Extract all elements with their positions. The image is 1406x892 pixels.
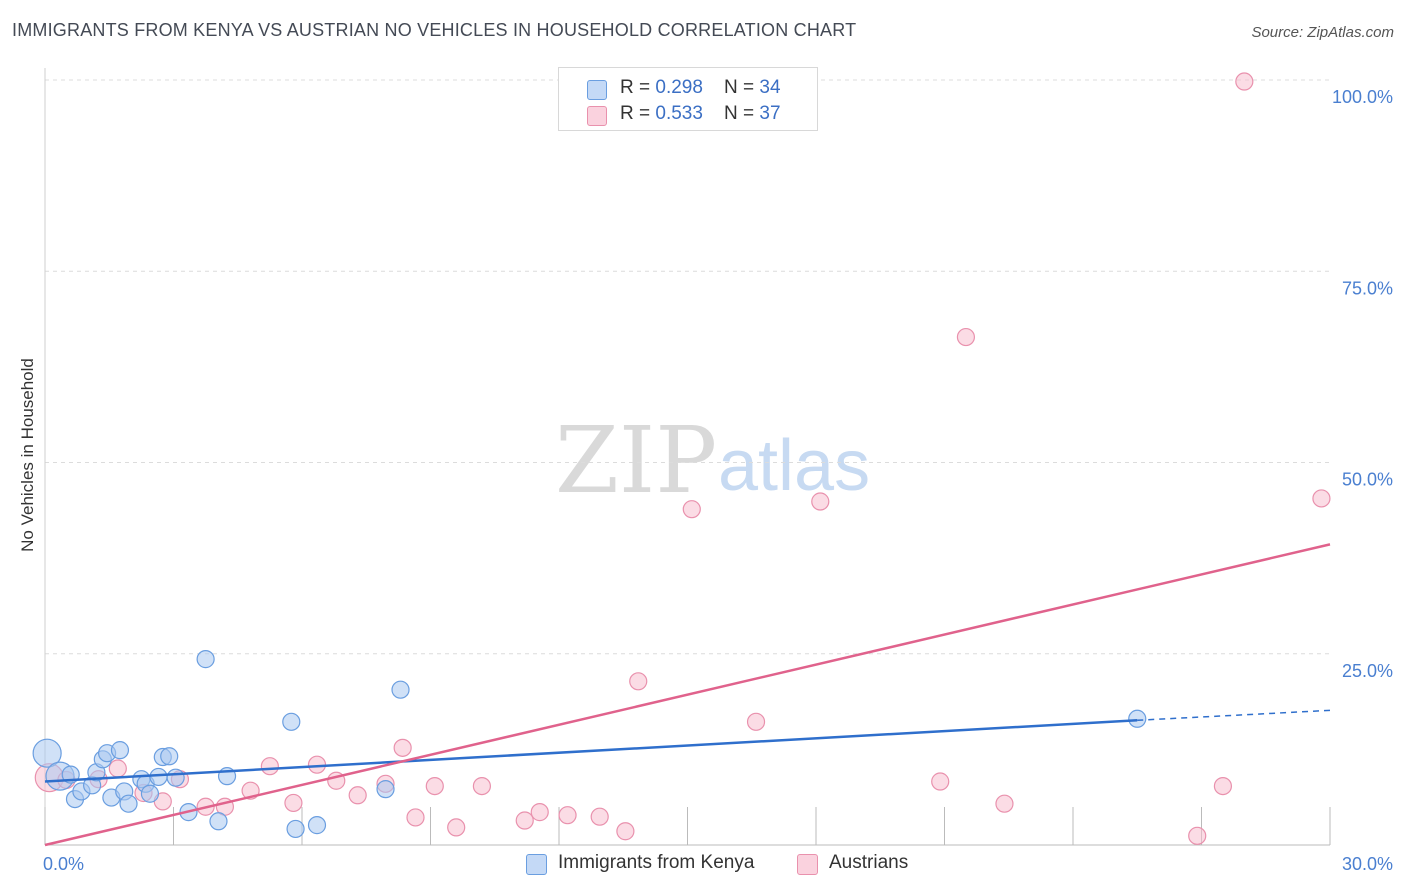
austrians-point (515, 811, 534, 830)
austrians-point (931, 772, 950, 791)
kenya-point (32, 738, 62, 768)
austrians-point (1213, 776, 1233, 796)
n-label: N = (724, 103, 760, 124)
legend-label-austrians: Austrians (829, 852, 909, 873)
austrians-point (995, 794, 1014, 813)
x-tick-label: 30.0% (1342, 854, 1393, 874)
austrians-point (284, 793, 303, 813)
kenya-point (282, 712, 301, 731)
kenya-swatch (587, 80, 607, 100)
austrians-legend-swatch (797, 854, 818, 875)
austrians-point (558, 806, 577, 825)
kenya-point (140, 784, 160, 803)
kenya-point (1128, 709, 1147, 728)
watermark-atlas: atlas (718, 426, 870, 506)
n-label: N = (724, 77, 760, 98)
kenya-point (391, 680, 410, 699)
austrians-point (307, 755, 327, 774)
y-tick-label: 50.0% (1342, 470, 1393, 490)
y-tick-label: 100.0% (1332, 87, 1393, 107)
legend-label-kenya: Immigrants from Kenya (558, 852, 755, 873)
austrians-point (393, 738, 412, 757)
austrians-point (629, 672, 648, 691)
kenya-point (110, 741, 130, 760)
n-value: 34 (759, 77, 781, 98)
kenya-point (307, 816, 327, 835)
austrians-point (1235, 72, 1254, 91)
r-label: R = (620, 103, 656, 124)
austrians-point (406, 808, 425, 827)
kenya-point (119, 794, 138, 813)
x-tick-label: 0.0% (43, 854, 84, 874)
kenya-point (149, 767, 168, 787)
series-legend: Immigrants from Kenya Austrians (0, 851, 1406, 879)
source-label: Source: ZipAtlas.com (1251, 24, 1394, 41)
austrians-point (530, 803, 549, 822)
y-tick-label: 75.0% (1342, 278, 1393, 298)
kenya-point (160, 747, 179, 766)
austrians-point (447, 818, 466, 837)
r-value: 0.298 (655, 77, 703, 98)
austrians-trend-line (44, 543, 1331, 847)
austrians-point (1188, 826, 1207, 845)
kenya-point (286, 819, 305, 839)
chart-title: IMMIGRANTS FROM KENYA VS AUSTRIAN NO VEH… (12, 20, 857, 40)
kenya-legend-swatch (526, 854, 547, 875)
austrians-point (811, 492, 830, 511)
austrians-point (472, 776, 491, 796)
kenya-trend-extension (1137, 709, 1331, 722)
kenya-trend-line (44, 719, 1138, 783)
austrians-point (746, 712, 766, 731)
n-value: 37 (759, 103, 781, 124)
r-label: R = (620, 77, 656, 98)
kenya-point (196, 650, 215, 669)
austrians-point (590, 807, 609, 826)
austrians-point (616, 822, 635, 841)
kenya-point (209, 812, 228, 831)
austrians-point (682, 500, 701, 519)
austrians-point (956, 327, 976, 347)
kenya-point (166, 768, 185, 787)
stats-legend: R = 0.298 N = 34 R = 0.533 N = 37 (558, 67, 818, 131)
austrians-point (348, 786, 367, 805)
r-value: 0.533 (655, 103, 703, 124)
y-tick-label: 25.0% (1342, 661, 1393, 681)
austrians-point (260, 757, 279, 776)
watermark-zip: ZIP (555, 407, 717, 514)
austrians-point (1312, 489, 1331, 508)
austrians-swatch (587, 106, 607, 126)
austrians-point (108, 759, 127, 778)
austrians-point (425, 776, 444, 796)
kenya-point (376, 780, 395, 799)
